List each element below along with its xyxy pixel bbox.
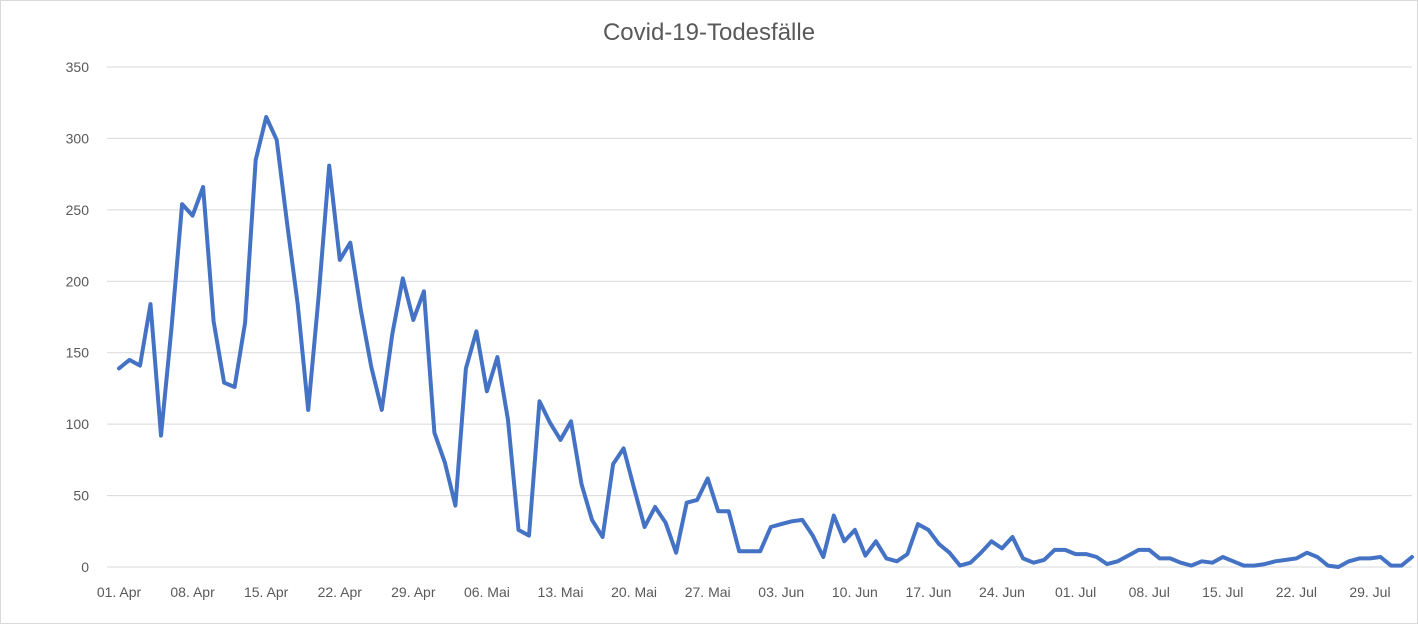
x-tick-label: 08. Apr (170, 584, 215, 600)
x-tick-label: 22. Jul (1276, 584, 1317, 600)
y-tick-label: 350 (66, 59, 90, 75)
x-tick-label: 17. Jun (905, 584, 951, 600)
y-tick-label: 250 (66, 202, 90, 218)
x-tick-label: 29. Jul (1349, 584, 1390, 600)
x-tick-label: 29. Apr (391, 584, 436, 600)
y-tick-label: 50 (73, 488, 89, 504)
x-tick-label: 01. Jul (1055, 584, 1096, 600)
x-tick-label: 13. Mai (538, 584, 584, 600)
x-tick-label: 01. Apr (97, 584, 142, 600)
x-tick-label: 24. Jun (979, 584, 1025, 600)
series-line (117, 115, 1414, 569)
y-tick-label: 150 (66, 345, 90, 361)
x-tick-label: 22. Apr (318, 584, 363, 600)
x-tick-label: 15. Apr (244, 584, 289, 600)
x-tick-label: 03. Jun (758, 584, 804, 600)
x-tick-label: 20. Mai (611, 584, 657, 600)
chart-title: Covid-19-Todesfälle (602, 19, 816, 46)
x-tick-label: 08. Jul (1129, 584, 1170, 600)
y-tick-label: 0 (81, 559, 89, 575)
x-tick-label: 27. Mai (685, 584, 731, 600)
x-tick-label: 06. Mai (464, 584, 510, 600)
x-tick-label: 10. Jun (832, 584, 878, 600)
y-tick-label: 100 (66, 416, 90, 432)
y-tick-label: 300 (66, 130, 90, 146)
x-tick-label: 15. Jul (1202, 584, 1243, 600)
y-tick-label: 200 (66, 273, 90, 289)
